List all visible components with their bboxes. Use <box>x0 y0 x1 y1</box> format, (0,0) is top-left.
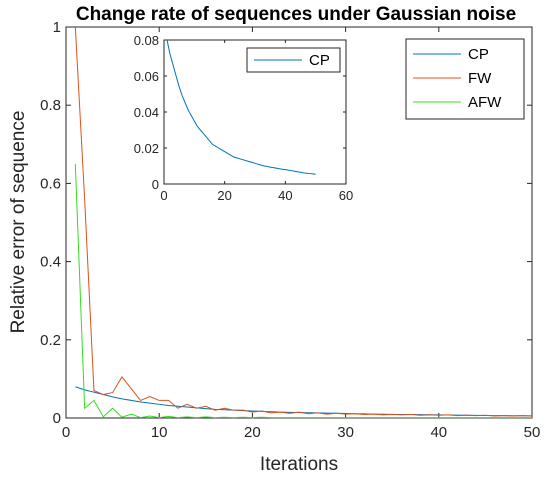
main-y-ticks: 0 0.2 0.4 0.6 0.8 1 <box>40 19 532 427</box>
x-tick-label: 60 <box>339 188 353 203</box>
chart-title: Change rate of sequences under Gaussian … <box>76 4 516 25</box>
series-line-cp <box>166 39 316 175</box>
x-tick-label: 0 <box>160 188 167 203</box>
y-tick-label: 0.8 <box>40 97 61 114</box>
legend-label-fw: FW <box>468 70 492 87</box>
y-tick-label: 0.06 <box>134 69 159 84</box>
x-tick-label: 40 <box>278 188 292 203</box>
inset-legend: CP <box>246 47 341 73</box>
main-legend: CP FW AFW <box>405 38 525 120</box>
y-tick-label: 0 <box>53 410 61 427</box>
y-axis-label: Relative error of sequence <box>8 111 29 334</box>
main-x-ticks: 0 10 20 30 40 50 <box>62 27 541 441</box>
x-tick-label: 20 <box>244 424 261 441</box>
y-tick-label: 0.6 <box>40 175 61 192</box>
x-axis-label: Iterations <box>260 454 338 475</box>
inset-x-ticks: 0 20 40 60 <box>160 40 353 203</box>
legend-label-cp: CP <box>309 52 330 69</box>
main-legend-box <box>405 38 525 120</box>
x-tick-label: 30 <box>337 424 354 441</box>
x-tick-label: 40 <box>430 424 447 441</box>
y-tick-label: 1 <box>53 19 61 36</box>
series-line-afw <box>74 163 532 419</box>
series-line-fw <box>74 26 533 417</box>
y-tick-label: 0.2 <box>40 332 61 349</box>
x-tick-label: 20 <box>217 188 231 203</box>
legend-label-cp: CP <box>468 46 489 63</box>
inset-y-ticks: 0 0.02 0.04 0.06 0.08 <box>134 33 346 192</box>
y-tick-label: 0 <box>152 177 159 192</box>
x-tick-label: 0 <box>62 424 70 441</box>
y-tick-label: 0.02 <box>134 141 159 156</box>
inset-series-lines <box>166 39 316 175</box>
y-tick-label: 0.08 <box>134 33 159 48</box>
main-series-lines <box>74 26 533 419</box>
x-tick-label: 50 <box>524 424 541 441</box>
y-tick-label: 0.04 <box>134 105 159 120</box>
x-tick-label: 10 <box>151 424 168 441</box>
y-tick-label: 0.4 <box>40 254 61 271</box>
legend-label-afw: AFW <box>468 94 502 111</box>
